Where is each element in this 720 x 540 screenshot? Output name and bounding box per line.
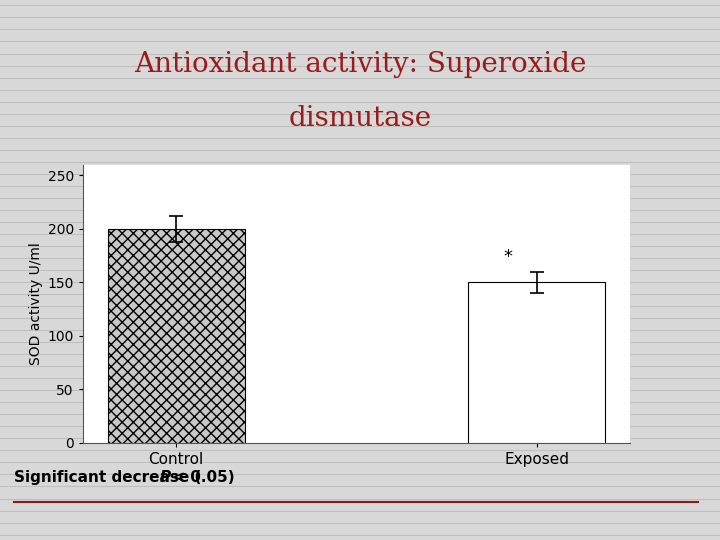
Bar bbox=[108, 229, 245, 443]
Bar bbox=[468, 282, 605, 443]
Y-axis label: SOD activity U/ml: SOD activity U/ml bbox=[30, 242, 43, 365]
Text: Significant decrease (: Significant decrease ( bbox=[14, 470, 202, 485]
Text: *: * bbox=[503, 248, 513, 266]
Text: Antioxidant activity: Superoxide: Antioxidant activity: Superoxide bbox=[134, 51, 586, 78]
Text: < 0.05): < 0.05) bbox=[167, 470, 235, 485]
Text: P: P bbox=[160, 470, 171, 485]
Text: dismutase: dismutase bbox=[289, 105, 431, 132]
